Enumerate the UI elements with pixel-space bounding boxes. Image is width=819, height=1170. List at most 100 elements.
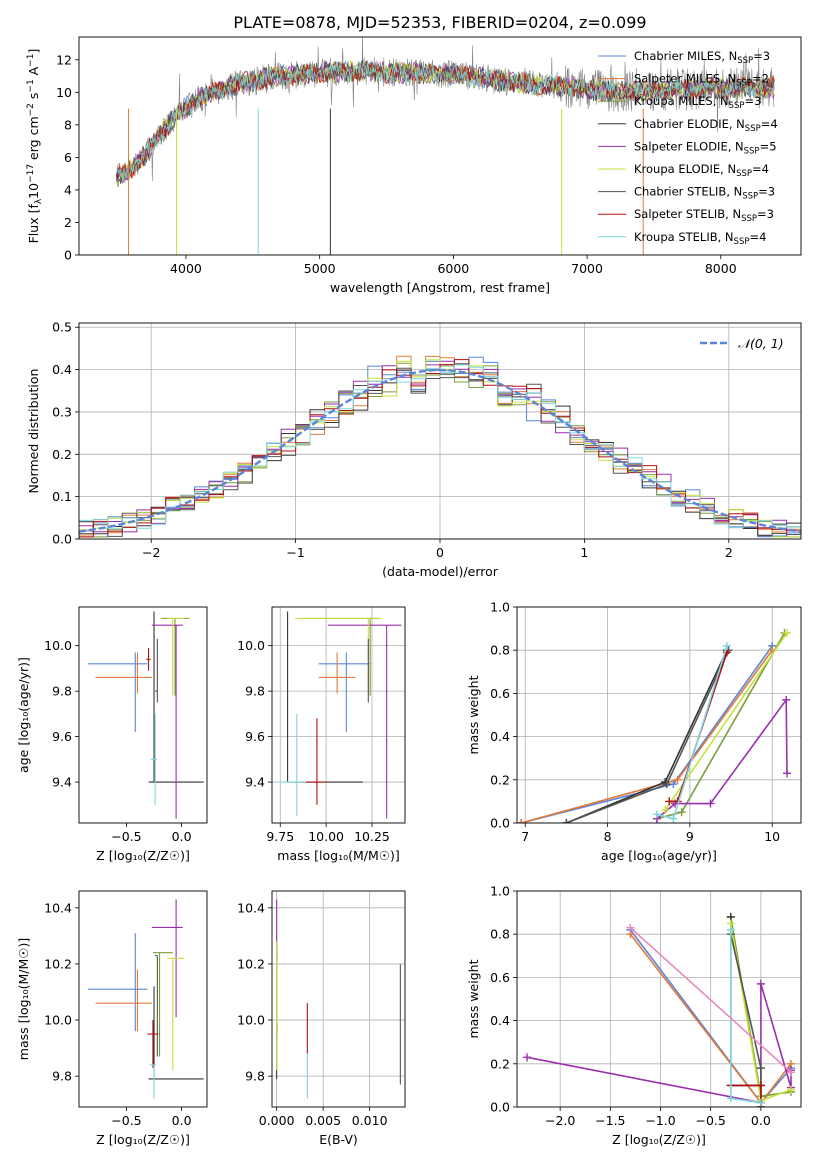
legend-entry-salpeter-stelib: Salpeter STELIB, NSSP=3 xyxy=(634,207,774,224)
y-tick-label: 12 xyxy=(56,52,72,67)
x-tick-label: −1 xyxy=(286,545,304,560)
x-tick-label: 0.010 xyxy=(352,1113,388,1128)
y-tick-label: 0.3 xyxy=(52,404,72,419)
y-tick-label: 9.8 xyxy=(245,684,265,699)
y-tick-label: 0.6 xyxy=(490,970,510,985)
y-tick-label: 0.6 xyxy=(490,686,510,701)
y-tick-label: 8 xyxy=(64,117,72,132)
mass-weight-vs-metallicity-panel: −2.0 −1.5 −1.0 −0.5 0.0 0.0 0.2 0.4 0.6 0.8 1.0 Z [… xyxy=(466,884,802,1147)
y-tick-label: 10.0 xyxy=(44,1013,72,1028)
weight-point-chabrier-stelib xyxy=(562,819,571,823)
y-axis-label: age [log₁₀(age/yr)] xyxy=(16,657,31,773)
y-tick-label: 9.8 xyxy=(52,684,72,699)
weight-point-salpeter-miles xyxy=(673,775,682,784)
x-tick-label: 10.25 xyxy=(354,829,390,844)
y-axis-label: mass weight xyxy=(466,959,481,1038)
mass-vs-extinction-panel: 0.000 0.005 0.010 9.8 10.0 10.2 10.4 E(B-V) xyxy=(237,890,406,1147)
x-tick-label: 5000 xyxy=(304,261,336,276)
weight-point-salpeter-elodie xyxy=(782,695,791,704)
x-axis-label: Z [log₁₀(Z/Z☉)] xyxy=(96,1132,190,1147)
x-tick-label: 0.0 xyxy=(751,1113,771,1128)
plot-area xyxy=(87,899,204,1099)
x-axis-label: mass [log₁₀(M/M☉)] xyxy=(277,848,399,863)
x-axis-label: E(B-V) xyxy=(319,1132,358,1147)
weight-line-chabrier-miles xyxy=(520,645,773,823)
x-tick-label: 2 xyxy=(725,545,733,560)
y-tick-label: 10.2 xyxy=(237,956,265,971)
y-tick-label: 0.0 xyxy=(52,532,72,547)
model-spectrum-chabrier-stelib xyxy=(116,61,775,182)
normal-distribution-curve xyxy=(79,368,801,533)
plot-area xyxy=(517,628,792,823)
x-tick-label: −0.5 xyxy=(111,829,141,844)
y-tick-label: 10 xyxy=(56,85,72,100)
axes-frame xyxy=(271,606,406,824)
x-tick-label: −0.5 xyxy=(111,1113,141,1128)
weight-point-kroupa-stelib xyxy=(669,814,678,823)
x-tick-label: 0.0 xyxy=(172,1113,192,1128)
x-tick-label: 10.00 xyxy=(308,829,344,844)
x-tick-label: 8 xyxy=(604,829,612,844)
y-tick-label: 10.0 xyxy=(237,1013,265,1028)
x-axis-label: (data-model)/error xyxy=(382,564,499,579)
x-tick-label: 6000 xyxy=(437,261,469,276)
x-axis-label: Z [log₁₀(Z/Z☉)] xyxy=(612,1132,706,1147)
x-tick-label: 8000 xyxy=(705,261,737,276)
y-tick-label: 1.0 xyxy=(490,600,510,615)
axes-frame xyxy=(516,606,802,824)
weight-point-kroupa-stelib xyxy=(726,925,735,934)
weight-point-salpeter-elodie xyxy=(706,799,715,808)
axes-frame xyxy=(516,890,802,1108)
y-axis-label: mass weight xyxy=(466,675,481,754)
weight-point-kroupa-miles xyxy=(677,808,686,817)
legend-entry-salpeter-miles: Salpeter MILES, NSSP=2 xyxy=(634,72,769,89)
plot-area xyxy=(79,355,801,538)
y-tick-label: 0.8 xyxy=(490,643,510,658)
y-tick-label: 6 xyxy=(64,150,72,165)
y-tick-label: 0.1 xyxy=(52,489,72,504)
x-tick-label: 7 xyxy=(521,829,529,844)
y-tick-label: 0.2 xyxy=(52,447,72,462)
x-axis-label: age [log₁₀(age/yr)] xyxy=(601,848,717,863)
y-tick-label: 9.8 xyxy=(52,1069,72,1084)
y-tick-label: 10.0 xyxy=(237,638,265,653)
x-tick-label: 0.005 xyxy=(305,1113,341,1128)
x-tick-label: 9.75 xyxy=(266,829,294,844)
y-tick-label: 0.0 xyxy=(490,816,510,831)
y-tick-label: 10.4 xyxy=(237,900,265,915)
x-tick-label: 0 xyxy=(436,545,444,560)
y-tick-label: 10.4 xyxy=(44,900,72,915)
plot-area xyxy=(116,37,775,255)
weight-point-kroupa-stelib xyxy=(756,1098,765,1107)
legend-entry-chabrier-stelib: Chabrier STELIB, NSSP=3 xyxy=(634,185,775,202)
x-axis-label: Z [log₁₀(Z/Z☉)] xyxy=(96,848,190,863)
x-tick-label: 1 xyxy=(580,545,588,560)
y-tick-label: 2 xyxy=(64,215,72,230)
weight-point-salpeter-miles xyxy=(517,819,526,823)
weight-point-kroupa-elodie xyxy=(783,628,792,637)
age-vs-metallicity-panel: −0.5 0.0 9.4 9.6 9.8 10.0 Z [log₁₀(Z/Z☉)] age [… xyxy=(16,606,208,863)
age-vs-mass-panel: 9.75 10.00 10.25 9.4 9.6 9.8 10.0 mass [log₁₀(M… xyxy=(237,606,406,863)
plot-area xyxy=(276,899,401,1099)
y-tick-label: 0.4 xyxy=(52,362,72,377)
legend-entry-normal: 𝒩(0, 1) xyxy=(738,336,784,351)
mass-weight-vs-age-panel: 7 8 9 10 0.0 0.2 0.4 0.6 0.8 1.0 age [log₁₀(age/yr… xyxy=(466,600,802,863)
weight-point-kroupa-elodie xyxy=(786,1085,795,1094)
y-tick-label: 0 xyxy=(64,248,72,263)
y-axis-label: Flux [fλ10−17 erg cm−2 s−1 A−1] xyxy=(26,49,44,244)
weight-point-chabrier-stelib xyxy=(756,1064,765,1073)
weight-point-kroupa-stelib xyxy=(652,810,661,819)
model-spectrum-kroupa-stelib xyxy=(116,60,775,181)
x-tick-label: −1.0 xyxy=(645,1113,675,1128)
x-tick-label: −2 xyxy=(142,545,160,560)
x-tick-label: −1.5 xyxy=(595,1113,625,1128)
model-spectrum-salpeter-stelib xyxy=(116,60,775,180)
x-tick-label: −2.0 xyxy=(545,1113,575,1128)
legend-entry-kroupa-stelib: Kroupa STELIB, NSSP=4 xyxy=(634,230,766,247)
weight-point-kroupa-elodie xyxy=(661,806,670,815)
weight-point-salpeter-stelib xyxy=(665,797,674,806)
y-tick-label: 1.0 xyxy=(490,884,510,899)
weight-point-salpeter-elodie xyxy=(756,979,765,988)
axes-frame xyxy=(78,36,802,256)
y-axis-label: mass [log₁₀(M/M☉)] xyxy=(16,938,31,1060)
